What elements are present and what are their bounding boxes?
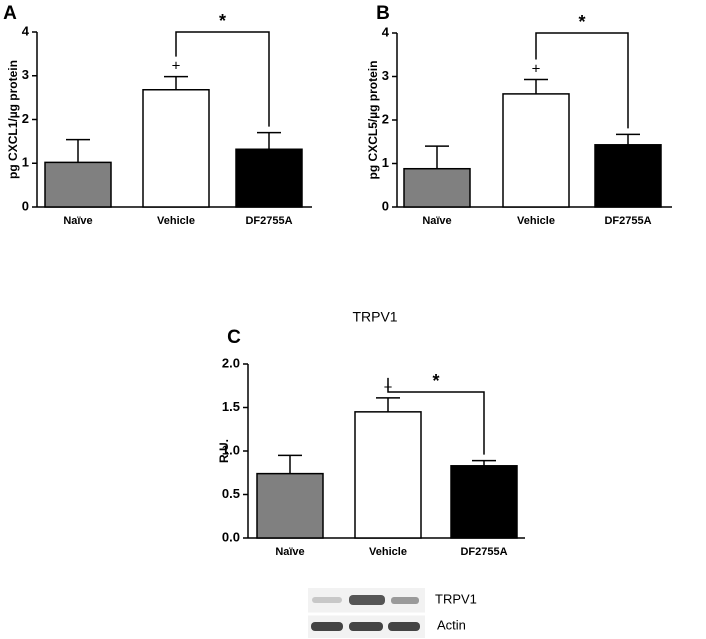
x-tick-label: Vehicle bbox=[157, 215, 195, 227]
blot-band bbox=[311, 622, 343, 631]
significance-star: * bbox=[219, 11, 226, 31]
significance-star: * bbox=[432, 371, 439, 391]
y-tick-label: 4 bbox=[22, 23, 30, 38]
chart-title: TRPV1 bbox=[352, 309, 397, 325]
y-tick-label: 2 bbox=[382, 111, 389, 126]
bar bbox=[403, 167, 471, 208]
bar bbox=[502, 93, 570, 208]
blot-band bbox=[312, 597, 342, 603]
significance-bracket bbox=[175, 31, 270, 127]
y-tick-label: 0 bbox=[382, 198, 389, 213]
y-axis-label: R.U. bbox=[217, 439, 231, 463]
x-tick-label: Naïve bbox=[422, 215, 451, 227]
bar bbox=[44, 161, 112, 208]
blot-band bbox=[349, 622, 383, 631]
x-tick-label: Vehicle bbox=[517, 215, 555, 227]
panel-letter: C bbox=[227, 327, 241, 348]
x-tick-label: Vehicle bbox=[369, 546, 407, 558]
y-tick-label: 3 bbox=[22, 67, 29, 82]
significance-star: * bbox=[578, 12, 585, 32]
plus-marker: + bbox=[532, 61, 541, 78]
y-tick-label: 0.5 bbox=[222, 486, 240, 501]
bar bbox=[235, 148, 303, 208]
x-tick-label: DF2755A bbox=[604, 215, 651, 227]
bar bbox=[142, 89, 210, 208]
x-tick-label: Naïve bbox=[63, 215, 92, 227]
blot-band bbox=[388, 622, 420, 631]
y-tick-label: 1.5 bbox=[222, 399, 240, 414]
y-tick-label: 2 bbox=[22, 111, 29, 126]
significance-bracket bbox=[387, 377, 485, 455]
blot-band bbox=[391, 597, 419, 604]
blot-band bbox=[349, 595, 385, 605]
panel-letter: A bbox=[3, 3, 17, 24]
blot: TRPV1 Actin bbox=[308, 588, 477, 638]
blot-label: Actin bbox=[437, 617, 466, 632]
y-axis-label: pg CXCL5/µg protein bbox=[366, 61, 380, 180]
bar bbox=[450, 465, 518, 539]
x-tick-label: DF2755A bbox=[245, 215, 292, 227]
significance-bracket bbox=[535, 32, 629, 129]
x-tick-label: DF2755A bbox=[460, 546, 507, 558]
y-tick-label: 4 bbox=[382, 24, 390, 39]
y-tick-label: 1 bbox=[22, 155, 29, 170]
x-tick-label: Naïve bbox=[275, 546, 304, 558]
y-tick-label: 0 bbox=[22, 198, 29, 213]
bar bbox=[594, 144, 662, 208]
panel-letter: B bbox=[376, 3, 390, 24]
y-axis-label: pg CXCL1/µg protein bbox=[6, 60, 20, 179]
blot-label: TRPV1 bbox=[435, 591, 477, 606]
plus-marker: + bbox=[172, 58, 181, 75]
y-tick-label: 2.0 bbox=[222, 355, 240, 370]
y-tick-label: 1 bbox=[382, 155, 389, 170]
y-tick-label: 3 bbox=[382, 68, 389, 83]
y-tick-label: 0.0 bbox=[222, 529, 240, 544]
y-tick-label: 1.0 bbox=[222, 442, 240, 457]
bar bbox=[354, 411, 422, 539]
bar bbox=[256, 472, 324, 539]
